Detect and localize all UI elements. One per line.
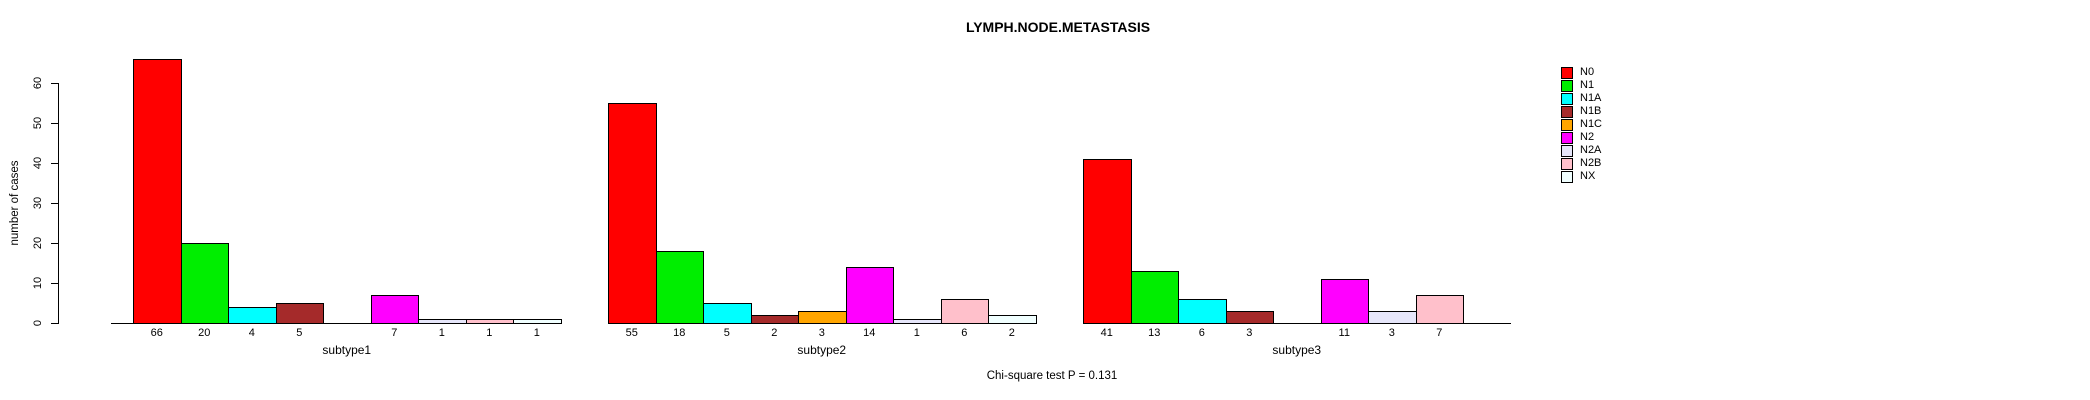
bar-value-label: 1 <box>486 327 493 339</box>
group-label-subtype2: subtype2 <box>797 343 847 357</box>
bar-subtype3-N2A <box>1368 311 1417 324</box>
legend-swatch-NX <box>1561 171 1573 183</box>
bar-value-label: 1 <box>913 327 920 339</box>
bar-subtype2-N0 <box>608 103 657 324</box>
bar-subtype3-N2B <box>1415 295 1464 324</box>
bar-subtype1-NX <box>513 319 562 324</box>
y-tick <box>51 243 58 244</box>
bar-subtype1-N1B <box>275 303 324 324</box>
bar-value-label: 1 <box>533 327 540 339</box>
bar-subtype3-N2 <box>1320 279 1369 324</box>
y-tick-label: 10 <box>32 276 44 290</box>
legend-label-N2: N2 <box>1580 131 1595 143</box>
legend-swatch-N2 <box>1561 132 1573 144</box>
annotation-chi-square: Chi-square test P = 0.131 <box>986 370 1118 382</box>
bar-value-label: 20 <box>198 327 211 339</box>
legend-label-N1A: N1A <box>1580 92 1602 104</box>
legend-swatch-N1A <box>1561 93 1573 105</box>
legend-label-N2A: N2A <box>1580 144 1602 156</box>
y-tick-label: 20 <box>32 236 44 250</box>
bar-value-label: 5 <box>723 327 730 339</box>
bar-value-label: 14 <box>863 327 876 339</box>
bar-value-label: 11 <box>1338 327 1350 339</box>
bar-subtype3-N0 <box>1083 159 1132 324</box>
bar-subtype2-N2A <box>893 319 942 324</box>
bar-value-label: 7 <box>1436 327 1443 339</box>
y-tick-label: 60 <box>32 76 44 90</box>
bar-subtype1-N2 <box>370 295 419 324</box>
x-axis-baseline <box>111 323 561 324</box>
bar-value-label: 3 <box>818 327 825 339</box>
bar-subtype2-N2B <box>940 299 989 324</box>
y-tick <box>51 163 58 164</box>
bar-subtype1-N2B <box>465 319 514 324</box>
legend-label-N0: N0 <box>1580 66 1595 78</box>
legend-swatch-N1C <box>1561 119 1573 131</box>
bar-value-label: 13 <box>1148 327 1161 339</box>
legend-swatch-N2B <box>1561 158 1573 170</box>
bar-subtype3-N1A <box>1178 299 1227 324</box>
legend-label-N1C: N1C <box>1580 118 1603 130</box>
bar-subtype1-N1 <box>180 243 229 324</box>
y-axis-line <box>58 83 59 324</box>
bar-subtype3-N1B <box>1225 311 1274 324</box>
bar-subtype1-N1A <box>228 307 277 324</box>
bar-value-label: 3 <box>1388 327 1395 339</box>
legend-label-N1B: N1B <box>1580 105 1602 117</box>
bar-value-label: 18 <box>673 327 686 339</box>
bar-value-label: 1 <box>438 327 445 339</box>
legend-label-NX: NX <box>1580 170 1596 182</box>
bar-value-label: 41 <box>1100 327 1113 339</box>
bar-subtype2-NX <box>988 315 1037 324</box>
bar-value-label: 6 <box>961 327 968 339</box>
legend-swatch-N0 <box>1561 67 1573 79</box>
bar-value-label: 66 <box>150 327 163 339</box>
legend-label-N1: N1 <box>1580 79 1595 91</box>
bar-value-label: 4 <box>248 327 255 339</box>
legend-swatch-N1B <box>1561 106 1573 118</box>
y-tick <box>51 123 58 124</box>
bar-subtype1-N0 <box>133 59 182 324</box>
group-label-subtype3: subtype3 <box>1272 343 1322 357</box>
bar-subtype2-N2 <box>845 267 894 324</box>
bar-value-label: 6 <box>1198 327 1205 339</box>
bar-value-label: 2 <box>1008 327 1015 339</box>
bar-subtype2-N1 <box>655 251 704 324</box>
y-tick-label: 30 <box>32 196 44 210</box>
y-tick <box>51 323 58 324</box>
y-tick-label: 50 <box>32 116 44 130</box>
y-tick <box>51 283 58 284</box>
y-tick-label: 40 <box>32 156 44 170</box>
bar-value-label: 2 <box>771 327 778 339</box>
bar-subtype2-N1A <box>703 303 752 324</box>
legend-swatch-N1 <box>1561 80 1573 92</box>
legend-label-N2B: N2B <box>1580 157 1602 169</box>
bar-subtype1-N2A <box>418 319 467 324</box>
y-tick <box>51 83 58 84</box>
y-tick-label: 0 <box>32 319 44 327</box>
bar-value-label: 3 <box>1246 327 1253 339</box>
chart-title: LYMPH.NODE.METASTASIS <box>965 19 1151 35</box>
x-axis-baseline <box>1083 323 1511 324</box>
y-tick <box>51 203 58 204</box>
bar-value-label: 5 <box>296 327 303 339</box>
group-label-subtype1: subtype1 <box>322 343 372 357</box>
bar-value-label: 7 <box>391 327 398 339</box>
bar-subtype2-N1C <box>798 311 847 324</box>
bar-subtype3-N1 <box>1130 271 1179 324</box>
bar-value-label: 55 <box>625 327 638 339</box>
bar-subtype2-N1B <box>750 315 799 324</box>
y-axis-label: number of cases <box>9 160 21 246</box>
legend-swatch-N2A <box>1561 145 1573 157</box>
